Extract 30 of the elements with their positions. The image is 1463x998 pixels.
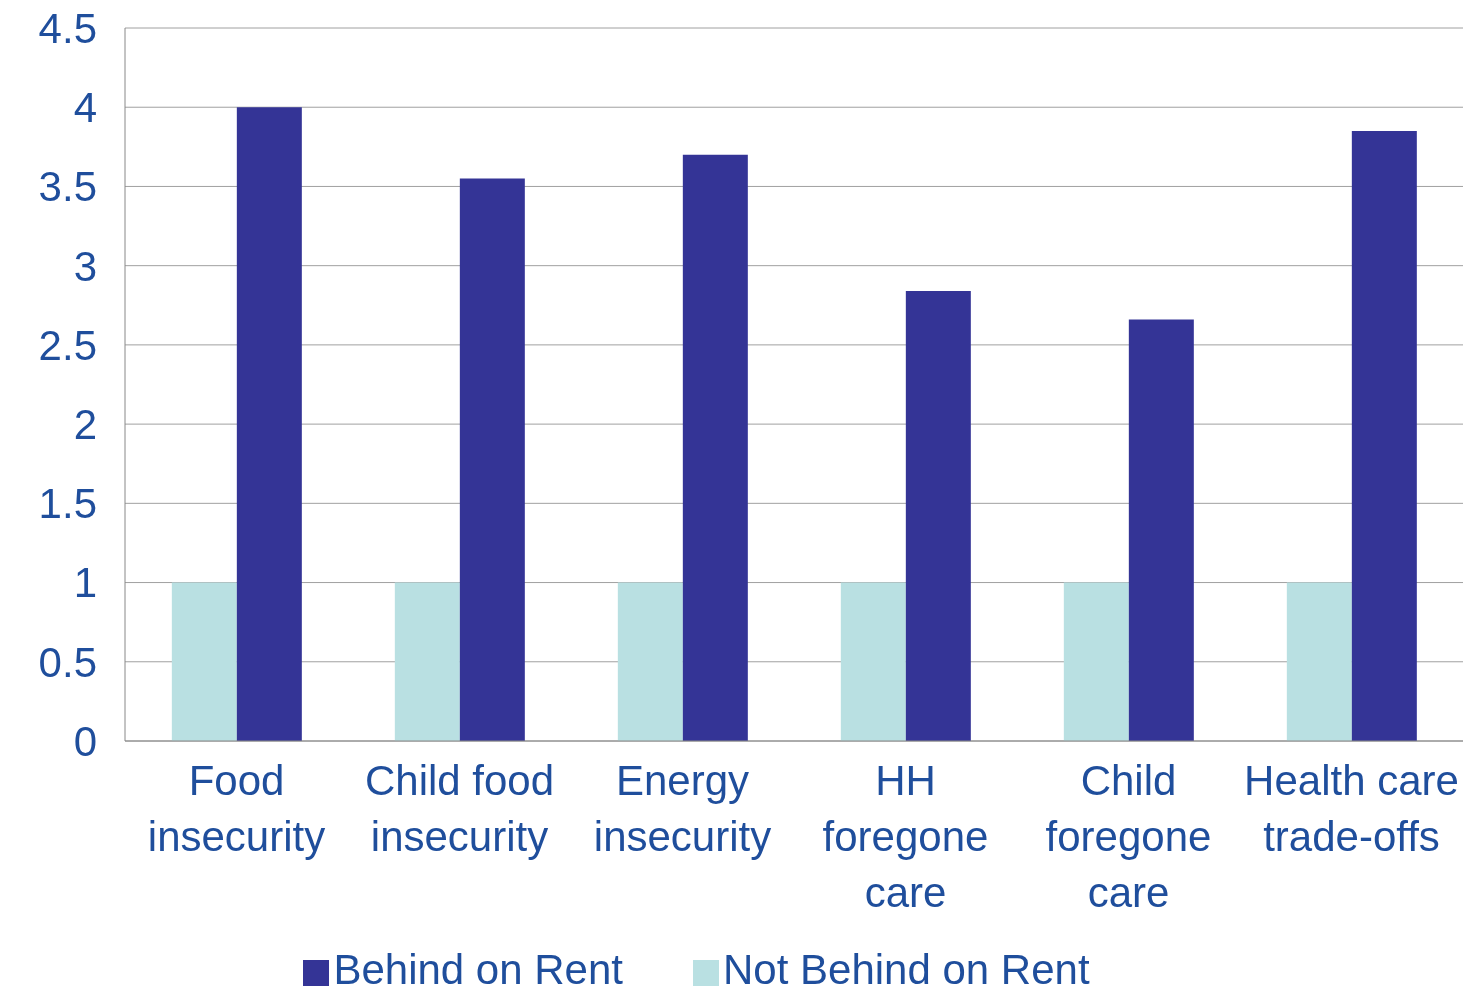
x-tick-label: Child foregone care xyxy=(1045,757,1212,916)
x-tick-label: HH foregone care xyxy=(822,757,989,916)
y-tick-label: 0.5 xyxy=(38,638,97,686)
bar xyxy=(617,582,683,741)
bar xyxy=(236,107,302,741)
bar xyxy=(1286,582,1352,741)
x-tick-label: Food insecurity xyxy=(147,757,326,860)
y-tick-label: 0 xyxy=(73,717,97,765)
bar xyxy=(394,582,460,741)
bar xyxy=(459,178,525,741)
bar xyxy=(905,291,971,741)
y-tick-label: 2 xyxy=(73,401,97,449)
y-tick-label: 2.5 xyxy=(38,321,97,369)
bar xyxy=(1351,130,1417,741)
y-tick-label: 1 xyxy=(73,559,97,607)
y-tick-label: 4 xyxy=(73,84,97,132)
y-tick-label: 1.5 xyxy=(38,480,97,528)
legend-label: Not Behind on Rent xyxy=(722,946,1090,993)
bar xyxy=(682,154,748,741)
bar xyxy=(1063,582,1129,741)
bar xyxy=(840,582,906,741)
y-tick-label: 3.5 xyxy=(38,163,97,211)
bar xyxy=(1128,319,1194,741)
x-tick-label: Child food insecurity xyxy=(364,757,555,860)
legend-label: Behind on Rent xyxy=(333,946,623,993)
y-tick-label: 3 xyxy=(73,242,97,290)
y-tick-label: 4.5 xyxy=(38,4,97,52)
bar xyxy=(171,582,237,741)
x-tick-label: Energy insecurity xyxy=(593,757,772,860)
x-tick-label: Health care trade-offs xyxy=(1244,757,1459,860)
